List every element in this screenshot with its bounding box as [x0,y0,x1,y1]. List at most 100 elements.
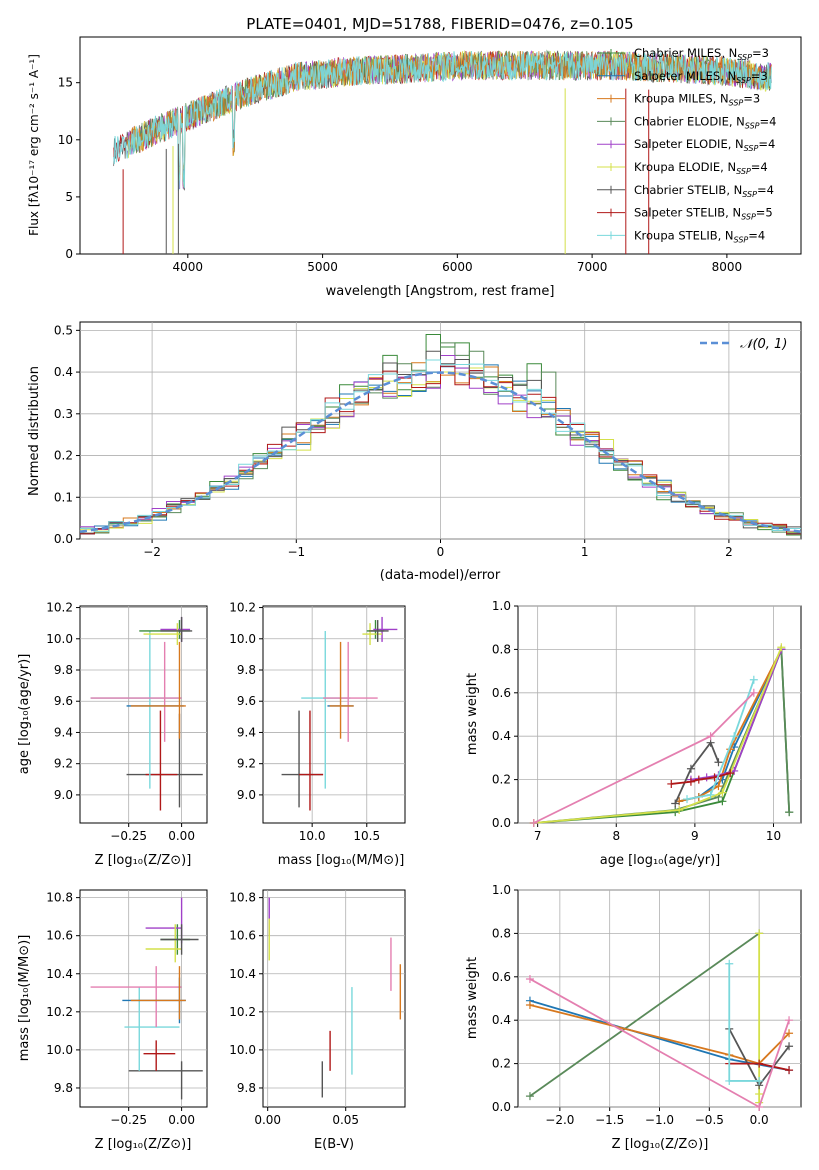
spectrum-xtick-label: 5000 [307,260,338,274]
massage-ytick-label: 9.4 [237,725,256,739]
zw-xtick-label: −1.5 [595,1113,624,1127]
hist-ytick-label: 0.3 [54,407,73,421]
z-mass-panel: −0.25 0.00 9.8 10.0 10.2 10.4 10.6 10.8 Z [log₁… [17,889,208,1152]
agew-marker [726,769,735,778]
figure-title: PLATE=0401, MJD=51788, FIBERID=0476, z=0… [246,15,633,33]
hist-xtick-label: 1 [581,545,589,559]
zw-marker [725,959,734,968]
agew-marker [686,777,695,786]
hist-ylabel: Normed distribution [27,366,42,496]
hist-ytick-label: 0.4 [54,365,73,379]
zmass-xlabel: Z [log₁₀(Z/Z⊙)] [95,1137,192,1152]
hist-xlabel: (data-model)/error [380,568,501,583]
agew-marker [718,797,727,806]
zmass-ytick-label: 10.2 [46,1005,73,1019]
agew-marker [529,819,538,827]
agew-xtick-label: 8 [612,829,620,843]
agew-marker [749,675,758,684]
spectrum-legend-label: Salpeter STELIB, NSSP=5 [634,206,773,222]
agew-marker [667,779,676,788]
zage-ytick-label: 10.2 [46,601,73,615]
zw-xlabel: Z [log₁₀(Z/Z⊙)] [612,1137,709,1152]
hist-ytick-label: 0.2 [54,449,73,463]
agew-marker [683,795,692,804]
zw-xtick-label: 0.0 [750,1113,769,1127]
agew-xtick-label: 7 [534,829,542,843]
hist-legend: 𝒩(0, 1) [700,337,787,352]
z-age-panel: −0.25 0.00 9.0 9.2 9.4 9.6 9.8 10.0 10.2 Z [log₁… [17,601,208,868]
agew-ytick-label: 0.8 [492,642,511,656]
zmass-ylabel: mass [log₁₀(M/M⊙)] [17,935,32,1062]
agew-ylabel: mass weight [465,673,480,755]
spectrum-ytick-label: 5 [65,190,73,204]
zw-xtick-label: −0.5 [695,1113,724,1127]
agew-series-line [674,740,720,804]
spectrum-xtick-label: 8000 [712,260,743,274]
spectrum-xtick-label: 6000 [442,260,473,274]
zw-marker [525,1001,534,1010]
hist-ytick-label: 0.1 [54,490,73,504]
ebv-ytick-label: 10.8 [229,891,256,905]
spectrum-legend-label: Kroupa STELIB, NSSP=4 [634,228,765,244]
massage-ytick-label: 9.8 [237,663,256,677]
agew-xlabel: age [log₁₀(age/yr)] [600,853,721,868]
zmass-ytick-label: 10.6 [46,929,73,943]
agew-marker [785,808,794,817]
spectrum-ytick-label: 15 [58,76,73,90]
zage-ytick-label: 10.0 [46,632,73,646]
zw-ytick-label: 0.8 [492,926,511,940]
zw-ytick-label: 0.2 [492,1057,511,1071]
zw-marker [785,1066,794,1075]
agew-marker [706,790,715,799]
spectrum-panel: 4000 5000 6000 7000 8000 0 5 10 15 wavelength [A… [27,36,802,299]
zw-marker [755,1076,764,1085]
zage-xtick-label: 0.00 [168,829,195,843]
ebv-xtick-label: 0.00 [254,1113,281,1127]
agew-xtick-label: 10 [766,829,781,843]
zmass-ytick-label: 10.4 [46,967,73,981]
zage-ytick-label: 9.2 [54,757,73,771]
ebv-xtick-label: 0.05 [332,1113,359,1127]
agew-ytick-label: 0.2 [492,773,511,787]
ebv-xlabel: E(B-V) [314,1137,354,1152]
agew-marker [706,732,715,741]
zw-xtick-label: −1.0 [645,1113,674,1127]
zage-ytick-label: 9.6 [54,694,73,708]
zw-ytick-label: 0.6 [492,970,511,984]
agew-marker [694,775,703,784]
agew-ytick-label: 0.0 [492,816,511,830]
spectrum-legend-label: Kroupa ELODIE, NSSP=4 [634,160,768,176]
zw-marker [525,1092,534,1101]
zmass-xtick-label: 0.00 [168,1113,195,1127]
spectrum-xtick-label: 4000 [173,260,204,274]
age-weight-panel: 7 8 9 10 0.0 0.2 0.4 0.6 0.8 1.0 age [log₁₀(age/y… [465,599,802,868]
zw-ylabel: mass weight [465,957,480,1039]
mass-age-panel: 10.0 10.5 9.0 9.2 9.4 9.6 9.8 10.0 10.2 mass [lo… [229,601,406,868]
zw-marker [755,1089,764,1098]
zage-ytick-label: 9.4 [54,725,73,739]
agew-marker [777,643,786,652]
agew-marker [718,788,727,797]
ebv-ytick-label: 10.2 [229,1005,256,1019]
hist-ytick-label: 0.5 [54,323,73,337]
zw-ytick-label: 0.0 [492,1100,511,1114]
ebv-ytick-label: 10.4 [229,967,256,981]
agew-ytick-label: 1.0 [492,599,511,613]
agew-ytick-label: 0.4 [492,729,511,743]
z-weight-panel: −2.0 −1.5 −1.0 −0.5 0.0 0.0 0.2 0.4 0.6 0.8 1.0 Z … [465,883,802,1152]
zw-marker [755,1059,764,1068]
massage-xlabel: mass [log₁₀(M/M⊙)] [278,853,405,868]
agew-marker [714,758,723,767]
massage-ytick-label: 9.6 [237,694,256,708]
zw-series-line [529,932,760,1097]
zmass-xtick-label: −0.25 [110,1113,147,1127]
zw-ytick-label: 0.4 [492,1013,511,1027]
zw-marker [785,1042,794,1051]
agew-marker [686,764,695,773]
spectrum-ylabel: Flux [fλ10⁻¹⁷ erg cm⁻² s⁻¹ A⁻¹] [27,54,41,236]
ebv-ytick-label: 10.0 [229,1043,256,1057]
ebv-panel: 0.00 0.05 9.8 10.0 10.2 10.4 10.6 10.8 E(B-V) [229,889,406,1152]
zw-marker [525,974,534,983]
hist-step-series [80,359,801,533]
agew-ytick-label: 0.6 [492,686,511,700]
